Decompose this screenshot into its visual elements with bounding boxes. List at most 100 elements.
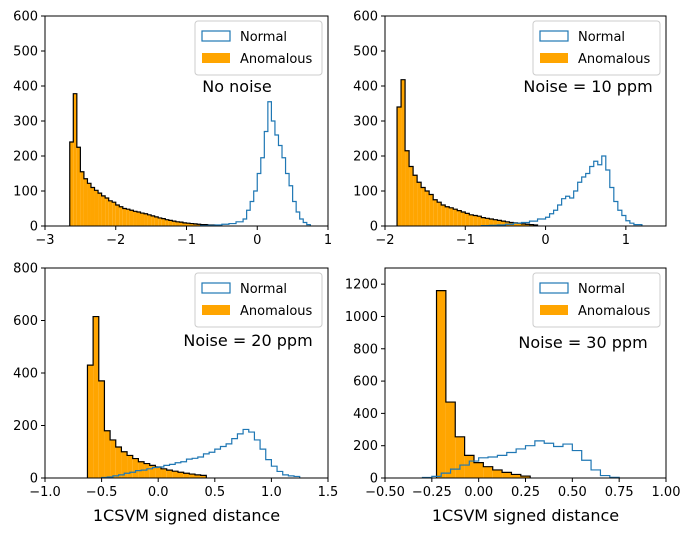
series-normal <box>200 101 311 226</box>
x-tick-label: −2 <box>106 233 125 248</box>
anomalous-outline <box>86 315 207 478</box>
anomalous-bar <box>108 200 113 226</box>
y-tick-label: 600 <box>353 375 378 390</box>
legend-swatch-normal <box>539 282 569 294</box>
legend-swatch-anomalous <box>202 53 230 63</box>
x-tick-label: 0.75 <box>605 485 634 500</box>
anomalous-bar <box>413 175 418 226</box>
x-tick-label: 1 <box>622 233 630 248</box>
y-tick-label: 0 <box>370 472 378 487</box>
y-tick-label: 800 <box>353 342 378 357</box>
anomalous-bar <box>517 223 522 226</box>
anomalous-bar <box>417 182 422 226</box>
x-axis-label: 1CSVM signed distance <box>432 506 619 525</box>
anomalous-bar <box>101 195 106 226</box>
plot-area <box>421 290 620 478</box>
legend-swatch-anomalous <box>540 53 568 63</box>
x-tick-label: 0.50 <box>558 485 587 500</box>
legend-swatch-anomalous <box>202 305 230 315</box>
anomalous-bar <box>455 436 465 478</box>
legend-swatch-normal <box>201 30 231 42</box>
anomalous-bar <box>401 79 406 226</box>
legend-label-anomalous: Anomalous <box>240 304 313 319</box>
anomalous-bar <box>155 466 162 478</box>
series-anomalous <box>86 315 207 478</box>
anomalous-bar <box>122 208 127 226</box>
noise-annotation: Noise = 30 ppm <box>518 333 647 352</box>
anomalous-bar <box>457 210 462 226</box>
legend-swatch-normal <box>539 30 569 42</box>
anomalous-bar <box>147 214 152 226</box>
anomalous-bar <box>477 216 482 226</box>
anomalous-bar <box>453 209 458 226</box>
anomalous-bar <box>132 458 139 478</box>
anomalous-bar <box>437 202 442 226</box>
anomalous-bar <box>492 469 503 478</box>
anomalous-bar <box>136 212 141 226</box>
legend-label-anomalous: Anomalous <box>578 52 651 67</box>
anomalous-outline <box>435 290 531 478</box>
anomalous-bar <box>104 430 111 478</box>
anomalous-bar <box>129 210 134 226</box>
anomalous-bar <box>119 206 123 226</box>
noise-annotation: Noise = 20 ppm <box>183 331 312 350</box>
anomalous-bar <box>90 187 95 226</box>
anomalous-bar <box>149 465 156 478</box>
plot-area <box>396 79 643 226</box>
x-tick-label: 0.0 <box>148 485 169 500</box>
anomalous-bar <box>409 166 414 226</box>
anomalous-bar <box>194 474 201 478</box>
series-anomalous <box>435 290 531 478</box>
anomalous-bar <box>182 222 187 226</box>
y-tick-label: 0 <box>30 220 38 235</box>
x-tick-label: 0.25 <box>511 485 540 500</box>
anomalous-bar <box>464 455 474 478</box>
noise-annotation: No noise <box>202 77 271 96</box>
anomalous-bar <box>520 476 531 478</box>
anomalous-bar <box>144 213 148 226</box>
anomalous-bar <box>200 475 207 478</box>
anomalous-bar <box>98 193 102 226</box>
series-normal <box>421 440 620 478</box>
anomalous-bar <box>189 474 195 478</box>
anomalous-bar <box>197 224 201 226</box>
anomalous-bar <box>83 178 88 226</box>
x-tick-label: −1.0 <box>29 485 61 500</box>
plot-area <box>86 315 301 478</box>
anomalous-bar <box>76 147 81 226</box>
anomalous-bar <box>465 213 470 226</box>
legend-label-anomalous: Anomalous <box>240 52 313 67</box>
anomalous-bar <box>93 316 99 478</box>
x-tick-label: −0.50 <box>365 485 405 500</box>
anomalous-bar <box>445 206 450 226</box>
legend: Normal Anomalous <box>532 20 661 76</box>
y-tick-label: 800 <box>13 262 38 277</box>
anomalous-bar <box>178 472 184 478</box>
y-tick-label: 500 <box>13 45 38 60</box>
x-tick-label: −0.5 <box>86 485 118 500</box>
series-normal <box>101 428 301 478</box>
anomalous-outline <box>69 93 223 226</box>
anomalous-bar <box>87 183 91 226</box>
anomalous-bar <box>179 222 183 226</box>
x-tick-label: 0.00 <box>464 485 493 500</box>
anomalous-bar <box>461 212 466 226</box>
anomalous-bar <box>502 472 512 478</box>
anomalous-bar <box>172 471 179 478</box>
anomalous-bar <box>421 187 426 226</box>
anomalous-bar <box>121 451 128 478</box>
y-tick-label: 300 <box>353 115 378 130</box>
anomalous-bar <box>154 216 159 226</box>
x-tick-label: −3 <box>35 233 54 248</box>
y-tick-label: 500 <box>353 45 378 60</box>
anomalous-bar <box>133 211 137 226</box>
legend-label-normal: Normal <box>578 30 625 45</box>
anomalous-bar <box>473 215 478 226</box>
anomalous-bar <box>161 218 166 226</box>
anomalous-bar <box>172 221 176 226</box>
y-tick-label: 400 <box>13 367 38 382</box>
anomalous-bar <box>175 221 180 226</box>
anomalous-bar <box>165 219 169 226</box>
anomalous-bar <box>183 473 190 478</box>
